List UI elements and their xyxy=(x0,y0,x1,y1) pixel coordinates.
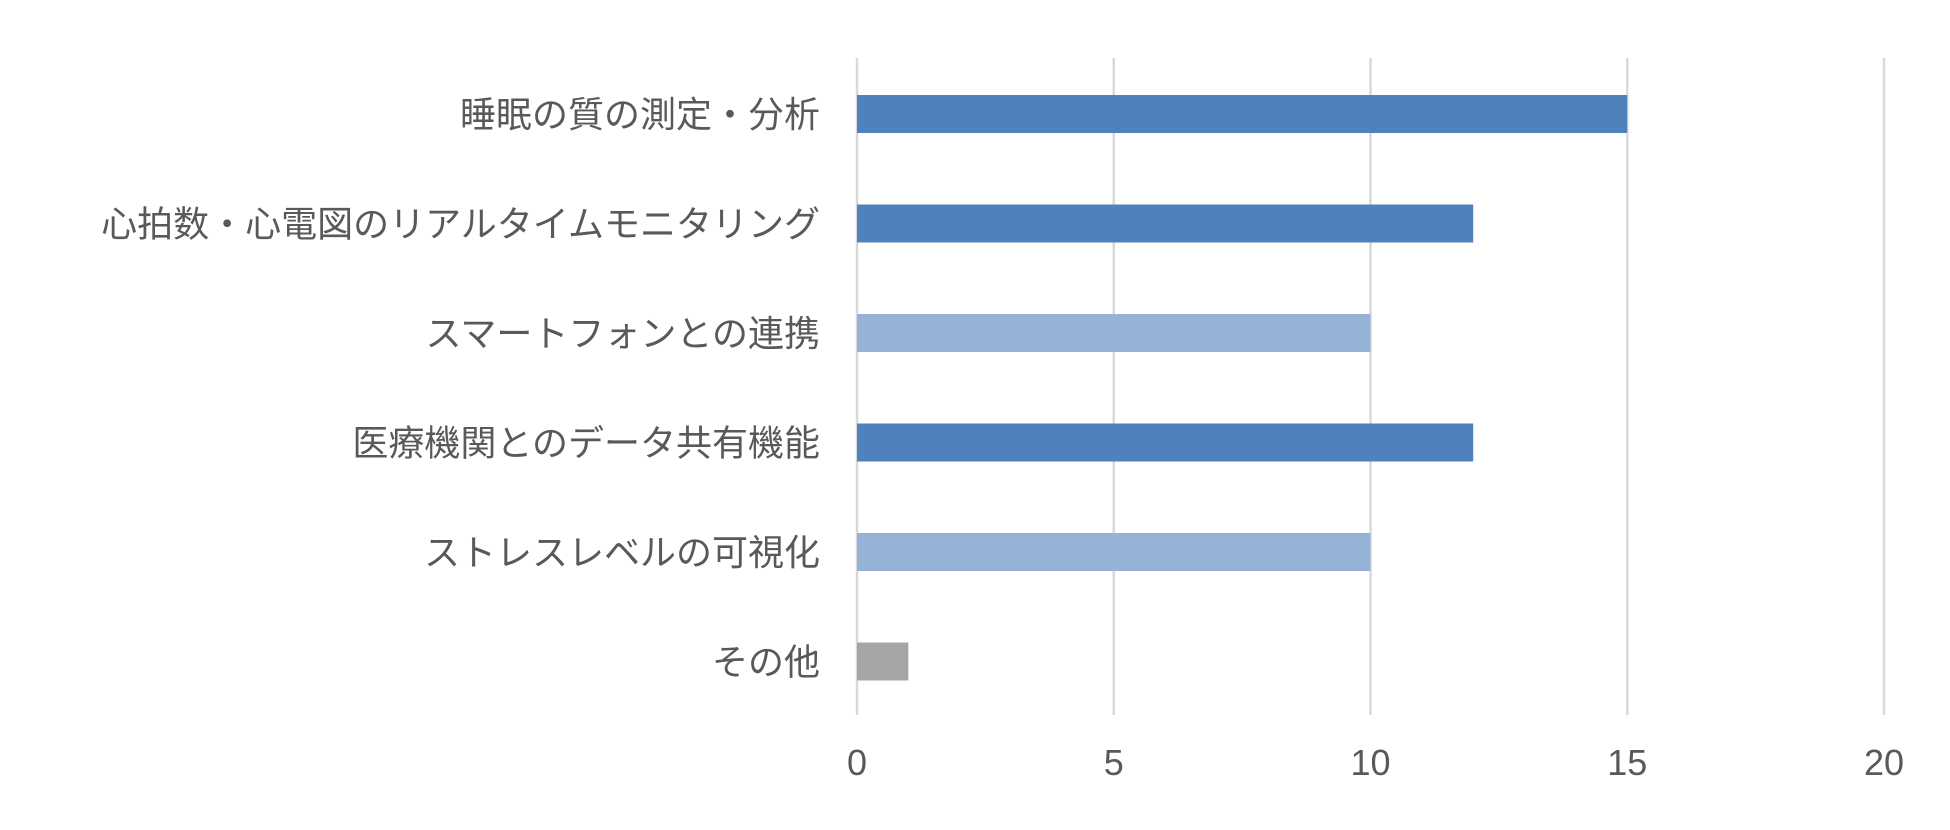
x-axis-tick-labels: 0 5 10 15 20 xyxy=(847,742,1904,783)
x-tick-label: 15 xyxy=(1607,742,1647,783)
x-tick-label: 5 xyxy=(1104,742,1124,783)
gridlines xyxy=(855,58,1886,715)
category-label: 睡眠の質の測定・分析 xyxy=(460,95,820,136)
bar xyxy=(857,423,1474,462)
category-label: その他 xyxy=(712,643,820,684)
bar xyxy=(857,642,909,681)
bars xyxy=(857,95,1628,681)
category-label: 医療機関とのデータ共有機能 xyxy=(352,424,820,465)
bar xyxy=(857,314,1371,352)
x-tick-label: 0 xyxy=(847,742,867,783)
bar xyxy=(857,95,1628,133)
category-label: スマートフォンとの連携 xyxy=(425,314,820,355)
category-label: 心拍数・心電図のリアルタイムモニタリング xyxy=(101,205,820,246)
category-labels: 睡眠の質の測定・分析心拍数・心電図のリアルタイムモニタリングスマートフォンとの連… xyxy=(101,95,820,684)
category-label: ストレスレベルの可視化 xyxy=(424,533,820,574)
bar xyxy=(857,204,1474,243)
bar xyxy=(857,533,1371,571)
x-tick-label: 10 xyxy=(1350,742,1390,783)
x-tick-label: 20 xyxy=(1864,742,1904,783)
